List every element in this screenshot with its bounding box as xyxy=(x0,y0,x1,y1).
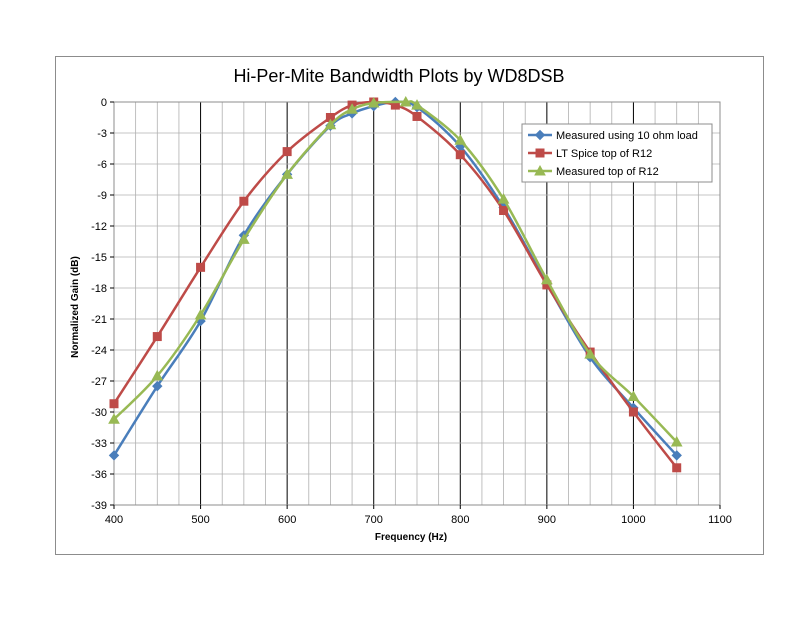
series-marker xyxy=(497,193,510,204)
x-tick-label: 800 xyxy=(451,514,469,526)
y-tick-label: -12 xyxy=(91,221,107,233)
x-tick-label: 1100 xyxy=(708,514,732,526)
y-tick-label: -24 xyxy=(91,345,107,357)
legend-marker xyxy=(534,129,546,141)
series-marker xyxy=(152,332,162,342)
chart-title: Hi-Per-Mite Bandwidth Plots by WD8DSB xyxy=(233,66,564,86)
y-tick-label: -30 xyxy=(91,407,107,419)
series-marker xyxy=(411,99,423,110)
series-marker xyxy=(196,262,206,272)
axis-layer: 400 500 600 700 800 900 1000 1100 0 -3 -6 -9 -12 -15 -… xyxy=(91,97,732,526)
y-tick-label: -18 xyxy=(91,283,107,295)
chart-frame: Hi-Per-Mite Bandwidth Plots by WD8DSB 40… xyxy=(55,56,764,555)
x-tick-label: 1000 xyxy=(621,514,645,526)
series-marker xyxy=(282,147,292,157)
series-marker xyxy=(239,196,249,206)
y-tick-label: -9 xyxy=(97,190,107,202)
y-tick-label: -33 xyxy=(91,438,107,450)
x-axis-title: Frequency (Hz) xyxy=(375,532,447,543)
series-line xyxy=(112,100,678,444)
chart-svg: Hi-Per-Mite Bandwidth Plots by WD8DSB 40… xyxy=(70,66,732,543)
grid-layer xyxy=(113,101,721,506)
x-tick-label: 900 xyxy=(538,514,556,526)
legend-item: Measured using 10 ohm load xyxy=(528,129,698,142)
series-marker xyxy=(454,134,467,145)
series-marker xyxy=(238,233,250,244)
y-tick-label: -27 xyxy=(91,376,107,388)
series-marker xyxy=(151,369,164,381)
x-tick-label: 700 xyxy=(365,514,383,526)
legend-item: LT Spice top of R12 xyxy=(528,148,652,160)
series-marker xyxy=(455,150,465,160)
series-marker xyxy=(346,103,358,114)
series-marker xyxy=(672,463,682,473)
legend-items: Measured using 10 ohm load LT Spice top o… xyxy=(528,129,698,178)
series-marker xyxy=(324,118,337,130)
x-tick-label: 500 xyxy=(191,514,209,526)
series-marker xyxy=(109,399,119,409)
series-marker xyxy=(671,450,682,461)
x-tick-label: 600 xyxy=(278,514,296,526)
series-marker xyxy=(670,435,683,447)
legend: Measured using 10 ohm load LT Spice top o… xyxy=(521,123,713,183)
series-marker xyxy=(367,97,380,108)
series-marker xyxy=(108,450,120,461)
series-marker xyxy=(628,407,638,417)
y-tick-label: -21 xyxy=(91,314,107,326)
legend-box xyxy=(521,123,713,183)
legend-label: Measured using 10 ohm load xyxy=(556,130,698,142)
y-tick-label: 0 xyxy=(101,97,107,109)
y-tick-label: -15 xyxy=(91,252,107,264)
y-tick-label: -6 xyxy=(97,159,107,171)
y-tick-label: -36 xyxy=(91,469,107,481)
series-3 xyxy=(108,95,683,447)
legend-label: Measured top of R12 xyxy=(556,166,659,178)
y-tick-label: -39 xyxy=(91,500,107,512)
series-marker xyxy=(627,390,640,401)
series-layer xyxy=(108,95,683,473)
y-axis-title: Normalized Gain (dB) xyxy=(70,256,81,358)
y-tick-label: -3 xyxy=(97,128,107,140)
series-marker xyxy=(584,348,596,359)
legend-marker xyxy=(535,148,545,158)
series-marker xyxy=(412,111,422,121)
legend-item: Measured top of R12 xyxy=(528,164,659,178)
series-marker xyxy=(194,308,207,320)
series-marker xyxy=(499,206,509,215)
legend-marker xyxy=(534,164,546,176)
series-marker xyxy=(541,273,553,285)
series-marker xyxy=(108,413,120,424)
series-marker xyxy=(152,380,163,392)
x-tick-label: 400 xyxy=(105,514,123,526)
series-marker xyxy=(281,168,293,179)
legend-label: LT Spice top of R12 xyxy=(556,148,652,160)
series-marker xyxy=(399,95,412,107)
